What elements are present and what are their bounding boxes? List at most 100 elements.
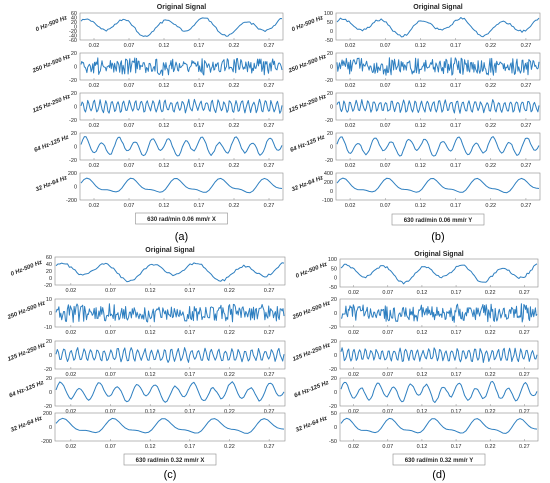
x-tick-label: 0.02	[66, 288, 77, 294]
x-tick-label: 0.17	[184, 409, 195, 415]
subplot-3: 20 0 -20 125 Hz-250 Hz 0.02 0.07 0.12 0.17 0.22 0…	[7, 339, 286, 378]
caption-box	[135, 212, 228, 225]
x-tick-label: 0.07	[124, 203, 135, 209]
x-tick-label: 0.27	[264, 163, 275, 169]
band-label: 125 Hz-250 Hz	[288, 94, 327, 115]
signal-series	[55, 347, 285, 363]
x-tick-label: 0.17	[184, 330, 195, 336]
x-tick-label: 0.02	[345, 163, 356, 169]
x-tick-label: 0.02	[345, 123, 356, 129]
chart-title: Original Signal	[414, 251, 463, 258]
axes-frame	[339, 340, 539, 370]
x-tick-label: 0.12	[145, 444, 156, 450]
x-tick-label: 0.12	[415, 123, 426, 129]
band-label: 125 Hz-250 Hz	[292, 342, 331, 363]
band-label: 0 Hz-500 Hz	[295, 262, 328, 280]
y-tick-label: 20	[327, 51, 333, 57]
x-tick-label: 0.07	[380, 163, 391, 169]
axes-frame	[79, 92, 284, 121]
panel-label: (d)	[432, 469, 445, 481]
x-tick-label: 0.22	[229, 203, 240, 209]
x-tick-label: 0.22	[485, 123, 496, 129]
x-tick-label: 0.27	[264, 203, 275, 209]
y-tick-label: 20	[46, 269, 52, 275]
subplot-1: 100 50 0 -500 Hz-500 Hz 0.02 0.07 0.12 0.17 0.22…	[291, 11, 541, 49]
y-tick-label: 60	[71, 11, 77, 17]
signal-series	[340, 347, 538, 363]
y-tick-label: 20	[71, 51, 77, 57]
x-tick-label: 0.17	[451, 409, 462, 415]
y-tick-label: 100	[324, 11, 333, 17]
y-tick-label: 0	[74, 145, 77, 151]
y-tick-label: 100	[328, 257, 337, 263]
band-label: 250 Hz-500 Hz	[6, 300, 46, 321]
band-label: 64 Hz-125 Hz	[289, 135, 325, 154]
y-tick-label: -20	[69, 118, 77, 124]
y-tick-label: 0	[74, 105, 77, 111]
chart-title: Original Signal	[413, 4, 462, 11]
y-tick-label: 20	[71, 91, 77, 97]
x-tick-label: 0.17	[184, 372, 195, 378]
x-tick-label: 0.17	[194, 203, 205, 209]
x-tick-label: 0.22	[485, 83, 496, 89]
y-tick-label: -20	[44, 283, 52, 289]
x-tick-label: 0.07	[382, 290, 393, 296]
signal-series	[340, 380, 538, 403]
y-tick-label: 0	[330, 65, 333, 71]
x-tick-label: 0.12	[145, 330, 156, 336]
axes-frame	[79, 172, 284, 201]
x-tick-label: 0.22	[229, 83, 240, 89]
y-tick-label: -40	[69, 34, 77, 40]
chart-title: Original Signal	[145, 247, 194, 254]
y-tick-label: 200	[68, 171, 77, 177]
x-tick-label: 0.27	[264, 123, 275, 129]
x-tick-label: 0.12	[417, 372, 428, 378]
x-tick-label: 0.02	[66, 330, 77, 336]
x-tick-label: 0.22	[485, 372, 496, 378]
band-label: 0 Hz-500 Hz	[10, 260, 43, 278]
x-tick-label: 0.27	[264, 444, 275, 450]
x-tick-label: 0.02	[348, 290, 359, 296]
x-tick-label: 0.17	[450, 203, 461, 209]
signal-series	[80, 57, 283, 76]
y-tick-label: 0	[49, 311, 52, 317]
x-tick-label: 0.27	[521, 83, 532, 89]
y-tick-label: 200	[324, 180, 333, 186]
y-tick-label: -50	[325, 38, 333, 44]
panel-label: (c)	[164, 469, 177, 481]
x-tick-label: 0.07	[124, 123, 135, 129]
x-tick-label: 0.12	[145, 372, 156, 378]
axes-frame	[339, 298, 539, 328]
axes-frame	[339, 412, 539, 442]
band-label: 0 Hz-500 Hz	[291, 15, 324, 33]
y-tick-label: 0	[330, 29, 333, 35]
y-tick-label: -20	[325, 158, 333, 164]
y-tick-label: 20	[327, 131, 333, 137]
x-tick-label: 0.27	[521, 203, 532, 209]
band-label: 64 Hz-125 Hz	[293, 380, 329, 399]
signal-series	[80, 98, 283, 114]
band-label: 125 Hz-250 Hz	[7, 342, 46, 363]
x-tick-label: 0.27	[519, 330, 530, 336]
y-tick-label: 0	[49, 276, 52, 282]
x-tick-label: 0.17	[184, 288, 195, 294]
x-tick-label: 0.22	[485, 444, 496, 450]
x-tick-label: 0.17	[451, 330, 462, 336]
y-tick-label: 10	[46, 297, 52, 303]
x-tick-label: 0.12	[159, 203, 170, 209]
band-label: 32 Hz-64 Hz	[291, 175, 324, 193]
subplot-2: 20 0 -20 250 Hz-500 Hz 0.02 0.07 0.12 0.17 0.22 0…	[287, 51, 541, 89]
y-tick-label: 50	[327, 20, 333, 26]
axes-frame	[335, 92, 541, 121]
y-tick-label: 0	[334, 425, 337, 431]
x-tick-label: 0.07	[382, 444, 393, 450]
x-tick-label: 0.07	[382, 330, 393, 336]
signal-series	[336, 99, 540, 114]
x-tick-label: 0.07	[380, 123, 391, 129]
